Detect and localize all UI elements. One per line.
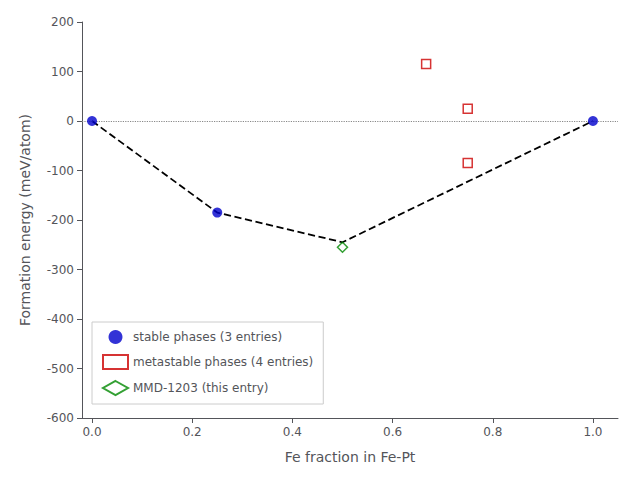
svg-text:Fe fraction in Fe-Pt: Fe fraction in Fe-Pt: [285, 449, 416, 465]
svg-text:0.4: 0.4: [283, 425, 302, 439]
svg-text:0.6: 0.6: [383, 425, 402, 439]
svg-text:-500: -500: [47, 362, 74, 376]
svg-text:200: 200: [51, 15, 74, 29]
svg-text:MMD-1203 (this entry): MMD-1203 (this entry): [133, 381, 268, 395]
svg-text:100: 100: [51, 65, 74, 79]
svg-text:0: 0: [66, 114, 74, 128]
svg-text:-400: -400: [47, 312, 74, 326]
svg-text:-300: -300: [47, 263, 74, 277]
svg-text:-600: -600: [47, 411, 74, 425]
svg-text:-200: -200: [47, 213, 74, 227]
svg-text:0.2: 0.2: [183, 425, 202, 439]
svg-text:-100: -100: [47, 164, 74, 178]
svg-text:stable phases (3 entries): stable phases (3 entries): [133, 330, 282, 344]
svg-text:0.0: 0.0: [82, 425, 101, 439]
svg-text:0.8: 0.8: [483, 425, 502, 439]
svg-text:Formation energy (meV/atom): Formation energy (meV/atom): [17, 114, 33, 326]
svg-text:metastable phases (4 entries): metastable phases (4 entries): [133, 355, 313, 369]
svg-text:1.0: 1.0: [583, 425, 602, 439]
